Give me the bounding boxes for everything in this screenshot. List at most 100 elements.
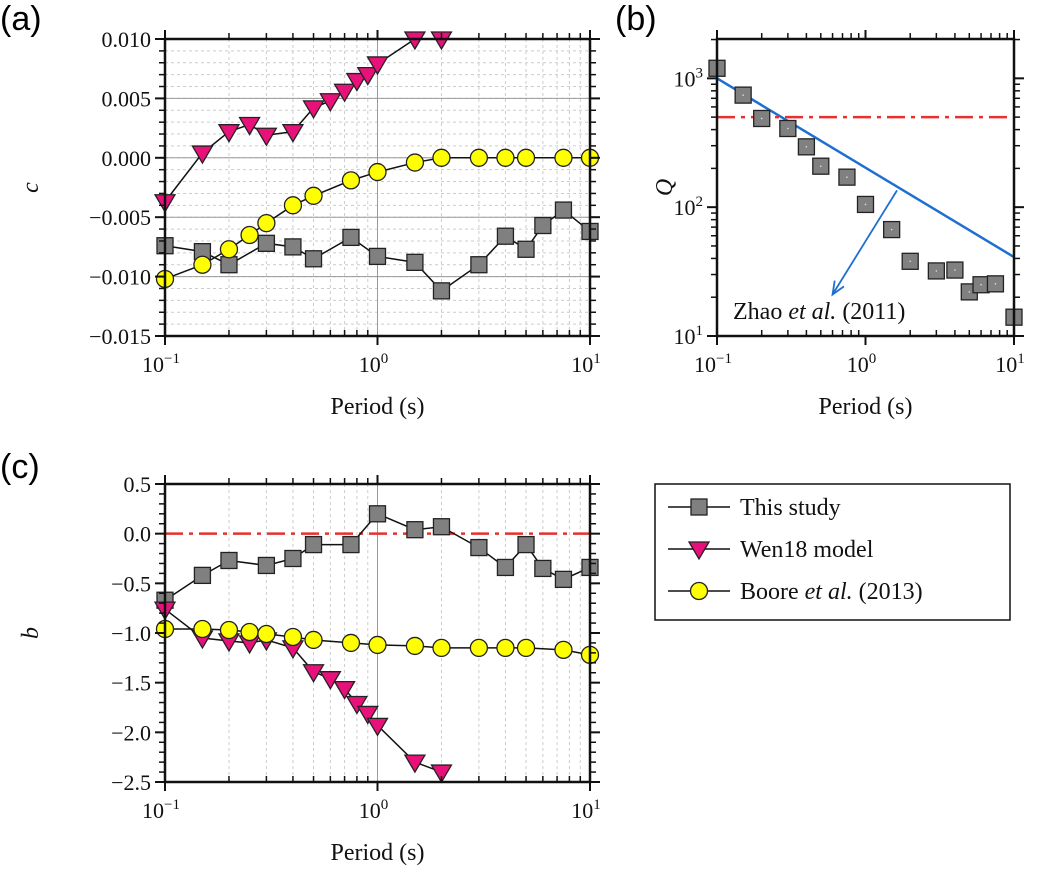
y-tick-label: 101	[674, 323, 704, 349]
x-tick-label: 101	[571, 351, 601, 377]
series-line	[164, 157, 590, 280]
y-tick-label: −1.0	[111, 621, 151, 646]
data-point	[345, 695, 369, 715]
panel-a: 10−1 100 101 0.010 0.005 0.000 −0.005 −0.010 −0.…	[0, 0, 601, 420]
data-point	[554, 570, 573, 589]
data-point	[255, 127, 278, 147]
data-point	[304, 250, 323, 268]
y-tick-label: −0.015	[89, 324, 151, 349]
data-point-center	[994, 283, 997, 285]
y-axis-label: Q	[652, 179, 678, 196]
data-point-center	[864, 203, 867, 206]
data-point	[368, 505, 387, 523]
data-point	[469, 638, 489, 658]
data-point	[517, 535, 535, 554]
data-point	[302, 664, 325, 684]
data-point	[405, 636, 425, 656]
data-point	[406, 521, 424, 539]
y-tick-label: 0.000	[102, 146, 152, 171]
data-point	[432, 518, 451, 536]
series-this-study	[708, 59, 1023, 326]
data-point	[516, 638, 536, 658]
data-point	[281, 124, 305, 143]
x-tick-label: 10−1	[694, 351, 732, 377]
series-this-study	[156, 505, 599, 609]
x-axis-label: Period (s)	[331, 394, 425, 420]
data-point	[403, 754, 427, 774]
data-point-center	[805, 146, 808, 148]
data-point	[356, 705, 379, 725]
data-point	[302, 100, 325, 120]
x-tick-label: 10−1	[142, 797, 180, 823]
data-point	[220, 551, 238, 570]
x-axis-label: Period (s)	[331, 840, 425, 866]
data-point	[217, 124, 241, 143]
data-point-center	[954, 269, 956, 271]
data-point	[240, 622, 259, 642]
series-wen18-model	[153, 31, 453, 214]
data-point	[496, 227, 515, 245]
y-tick-label: 102	[674, 194, 704, 220]
data-point	[406, 253, 424, 271]
panel-label: (c)	[0, 448, 40, 486]
legend-item: This study	[668, 495, 841, 521]
data-point	[240, 225, 259, 245]
data-point-center	[819, 165, 822, 167]
data-point	[257, 213, 276, 233]
arrow-head-icon	[831, 280, 845, 297]
data-point	[554, 201, 573, 219]
data-point	[220, 256, 238, 274]
data-point	[257, 624, 276, 644]
data-point	[432, 282, 451, 300]
legend: This study Wen18 model Boore et al. (2013)	[654, 483, 1011, 621]
y-tick-label: −0.010	[89, 265, 151, 290]
x-tick-label: 10−1	[142, 351, 180, 377]
data-point-center	[890, 228, 893, 231]
data-point	[496, 638, 515, 658]
data-point	[284, 549, 302, 568]
data-point	[333, 680, 356, 700]
legend-item: Wen18 model	[668, 537, 874, 563]
data-point	[342, 228, 360, 247]
data-point-center	[968, 291, 971, 293]
y-tick-label: 103	[674, 65, 704, 91]
data-point-center	[935, 270, 938, 272]
data-point	[368, 162, 387, 182]
reference-line-zhao	[716, 77, 1015, 259]
data-point-center	[787, 127, 789, 130]
data-point	[432, 638, 451, 658]
data-point	[554, 640, 573, 660]
y-tick-label: −0.005	[89, 205, 151, 230]
series-line	[165, 628, 591, 656]
data-point	[193, 255, 212, 274]
data-point	[257, 234, 276, 252]
data-point	[430, 31, 453, 51]
legend-label: This study	[740, 495, 841, 521]
legend-item: Boore et al. (2013)	[668, 579, 923, 605]
legend-label: Boore et al. (2013)	[740, 579, 923, 605]
data-point	[432, 148, 451, 167]
data-point	[516, 148, 536, 167]
data-point	[283, 627, 303, 647]
data-point-center	[742, 94, 744, 96]
data-point	[219, 240, 239, 259]
data-point	[345, 72, 369, 92]
annotation-label: Zhao et al. (2011)	[733, 299, 905, 325]
y-tick-label: 0.0	[124, 522, 152, 547]
x-axis-label: Period (s)	[819, 394, 913, 420]
y-tick-label: 0.010	[102, 27, 152, 52]
data-point	[366, 717, 389, 737]
data-point	[341, 633, 361, 653]
data-point	[469, 148, 489, 167]
data-point	[496, 558, 515, 577]
data-point	[554, 148, 573, 167]
y-tick-label: −2.5	[111, 770, 151, 795]
data-point	[304, 186, 323, 205]
series-line	[164, 209, 591, 292]
data-point	[304, 535, 323, 554]
x-tick-label: 100	[359, 797, 389, 823]
data-point	[193, 619, 212, 639]
legend-marker-icon	[689, 581, 709, 601]
data-point	[534, 559, 552, 578]
